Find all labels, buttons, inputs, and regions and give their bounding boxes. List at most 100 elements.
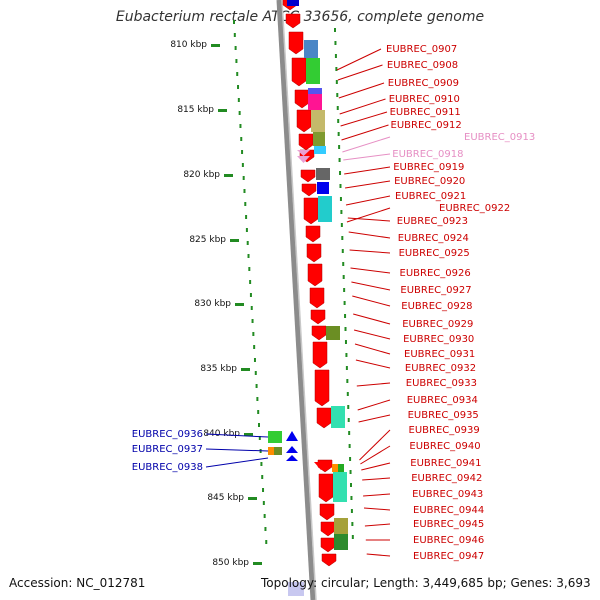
leader-line-left [205,457,269,468]
ruler-minor-tick [254,371,257,375]
gene-label-eubrec-0918[interactable]: EUBREC_0918 [392,149,463,160]
gene-label-eubrec-0933[interactable]: EUBREC_0933 [406,378,477,389]
annotation-box-2 [308,88,322,94]
annotation-box-10 [326,326,340,340]
forward-gene-arrow-16 [311,325,327,341]
gene-label-eubrec-0943[interactable]: EUBREC_0943 [412,489,483,500]
leader-line [357,399,391,411]
ruler-minor-tick [265,540,268,544]
leader-line [354,343,391,355]
gene-label-eubrec-0936[interactable]: EUBREC_0936 [132,429,203,440]
gene-track-tick [339,197,342,201]
ruler-major-tick [235,303,244,306]
leader-line [361,462,391,471]
forward-gene-arrow-6 [298,133,314,151]
gene-label-eubrec-0935[interactable]: EUBREC_0935 [408,410,479,421]
gene-label-eubrec-0944[interactable]: EUBREC_0944 [413,505,484,516]
annotation-box-17 [288,582,304,596]
leader-line [353,329,391,340]
gene-label-eubrec-0927[interactable]: EUBREC_0927 [400,285,471,296]
gene-label-eubrec-0930[interactable]: EUBREC_0930 [403,334,474,345]
forward-gene-arrow-22 [319,503,335,521]
gene-label-eubrec-0909[interactable]: EUBREC_0909 [388,78,459,89]
gene-label-eubrec-0939[interactable]: EUBREC_0939 [409,425,480,436]
gene-label-eubrec-0945[interactable]: EUBREC_0945 [413,519,484,530]
gene-label-eubrec-0922[interactable]: EUBREC_0922 [439,203,510,214]
gene-label-eubrec-0942[interactable]: EUBREC_0942 [411,473,482,484]
gene-label-eubrec-0934[interactable]: EUBREC_0934 [407,395,478,406]
ruler-minor-tick [237,85,240,89]
ruler-label: 845 kbp [207,493,244,503]
gene-track-tick [338,145,341,149]
leader-line [346,207,391,223]
reverse-gene-arrow-0 [286,431,298,441]
gene-track-tick [335,67,338,71]
gene-label-eubrec-0907[interactable]: EUBREC_0907 [386,44,457,55]
gene-track-tick [345,353,348,357]
gene-label-eubrec-0923[interactable]: EUBREC_0923 [397,216,468,227]
gene-label-eubrec-0947[interactable]: EUBREC_0947 [413,551,484,562]
annotation-box-8 [317,182,329,194]
gene-label-eubrec-0938[interactable]: EUBREC_0938 [132,462,203,473]
gene-label-eubrec-0910[interactable]: EUBREC_0910 [389,94,460,105]
forward-gene-arrow-24 [320,537,336,553]
gene-label-eubrec-0921[interactable]: EUBREC_0921 [395,191,466,202]
ruler-minor-tick [246,241,249,245]
pink-gene-arrow-1 [297,156,310,163]
gene-label-eubrec-0908[interactable]: EUBREC_0908 [387,60,458,71]
gene-track-tick [343,301,346,305]
annotation-box-12 [332,464,338,472]
ruler-minor-tick [260,462,263,466]
gene-track-tick [339,184,342,188]
gene-label-eubrec-0931[interactable]: EUBREC_0931 [404,349,475,360]
ruler-minor-tick [262,488,265,492]
gene-label-eubrec-0925[interactable]: EUBREC_0925 [399,248,470,259]
gene-label-eubrec-0937[interactable]: EUBREC_0937 [132,444,203,455]
gene-track-tick [350,496,353,500]
gene-label-eubrec-0920[interactable]: EUBREC_0920 [394,176,465,187]
ruler-major-tick [253,562,262,565]
leader-line-left [205,433,269,438]
gene-label-eubrec-0928[interactable]: EUBREC_0928 [401,301,472,312]
ruler-major-tick [224,174,233,177]
forward-gene-arrow-23 [320,521,336,537]
annotation-box-7 [316,168,330,180]
ruler-minor-tick [248,267,251,271]
genome-backbone [276,0,316,600]
ruler-major-tick [248,497,257,500]
gene-label-eubrec-0941[interactable]: EUBREC_0941 [410,458,481,469]
gene-track-tick [342,275,345,279]
gene-label-eubrec-0913[interactable]: EUBREC_0913 [464,132,535,143]
ruler-label: 830 kbp [194,299,231,309]
leader-line [358,414,391,423]
gene-label-eubrec-0924[interactable]: EUBREC_0924 [398,233,469,244]
genome-backbone-highlight [281,0,317,600]
ruler-minor-tick [263,514,266,518]
ruler-minor-tick [261,475,264,479]
annotation-box-1 [306,58,320,84]
gene-label-eubrec-0912[interactable]: EUBREC_0912 [391,120,462,131]
gene-label-eubrec-0919[interactable]: EUBREC_0919 [393,162,464,173]
ruler-minor-tick [255,384,258,388]
gene-label-eubrec-0929[interactable]: EUBREC_0929 [402,319,473,330]
leader-line [336,48,382,71]
gene-label-eubrec-0940[interactable]: EUBREC_0940 [409,441,480,452]
leader-line-left [205,448,269,452]
ruler-label: 825 kbp [189,235,226,245]
gene-label-eubrec-0926[interactable]: EUBREC_0926 [400,268,471,279]
ruler-label: 820 kbp [183,170,220,180]
gene-track-tick [337,132,340,136]
leader-line [347,217,391,222]
ruler-minor-tick [249,293,252,297]
forward-gene-arrow-14 [309,287,325,309]
gene-label-eubrec-0946[interactable]: EUBREC_0946 [413,535,484,546]
forward-gene-arrow-5 [296,109,312,133]
gene-label-eubrec-0911[interactable]: EUBREC_0911 [390,107,461,118]
ruler-minor-tick [256,397,259,401]
forward-gene-arrow-3 [291,57,307,87]
annotation-box-14 [333,472,347,502]
ruler-minor-tick [235,59,238,63]
annotation-box-4 [311,110,325,132]
gene-label-eubrec-0932[interactable]: EUBREC_0932 [405,363,476,374]
left-gene-box-0936 [268,431,282,443]
